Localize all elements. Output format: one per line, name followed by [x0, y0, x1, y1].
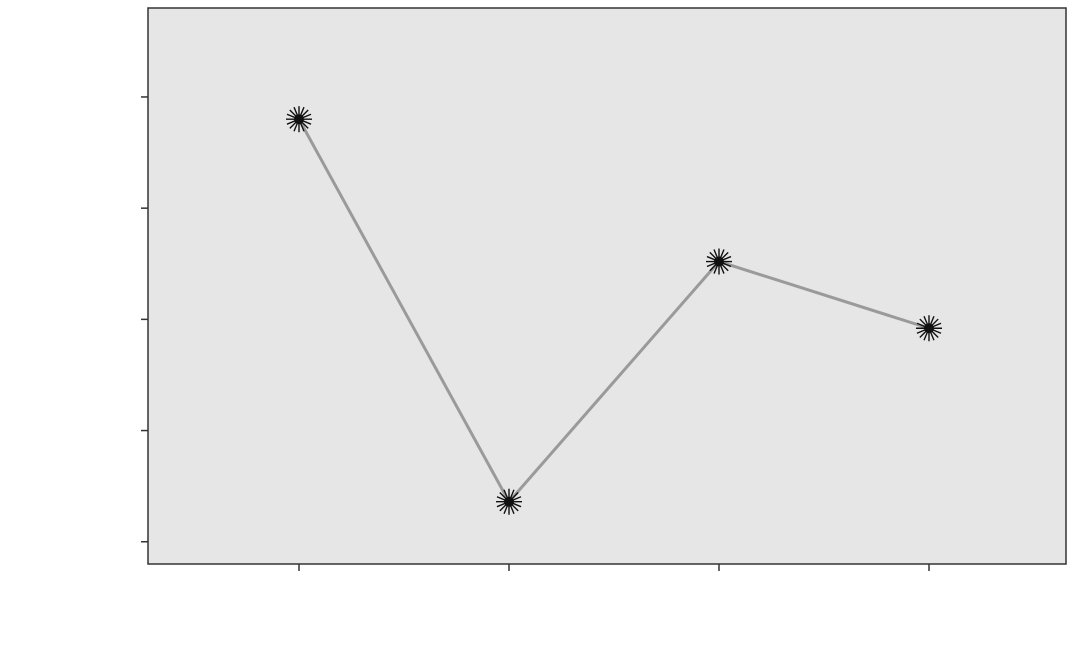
series-layer	[286, 106, 942, 515]
data-point-core	[294, 114, 304, 125]
data-point	[706, 248, 732, 275]
data-point	[916, 315, 942, 342]
y-axis	[141, 96, 148, 543]
plot-area	[147, 7, 1067, 565]
x-axis	[298, 564, 930, 571]
data-point-core	[924, 323, 934, 334]
series-line	[297, 118, 930, 505]
data-point-core	[714, 256, 724, 267]
data-point	[286, 106, 312, 133]
data-point-core	[504, 496, 514, 507]
data-point	[496, 488, 522, 515]
